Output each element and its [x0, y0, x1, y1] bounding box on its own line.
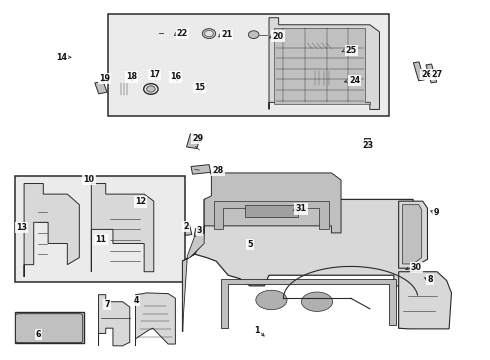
Text: 9: 9 — [434, 208, 439, 217]
Bar — [95, 81, 107, 94]
Polygon shape — [402, 205, 422, 264]
Bar — [414, 62, 424, 81]
Polygon shape — [183, 233, 204, 328]
Text: 21: 21 — [221, 30, 232, 39]
FancyBboxPatch shape — [16, 314, 83, 343]
Polygon shape — [183, 199, 413, 332]
Polygon shape — [24, 184, 79, 277]
Polygon shape — [15, 312, 84, 343]
Text: 1: 1 — [254, 327, 259, 336]
Polygon shape — [214, 201, 329, 229]
Polygon shape — [98, 294, 130, 346]
Text: 4: 4 — [133, 296, 139, 305]
Text: 7: 7 — [104, 300, 110, 309]
Bar — [15, 176, 185, 282]
Text: 2: 2 — [184, 222, 189, 231]
Text: 24: 24 — [349, 76, 360, 85]
Bar — [194, 229, 207, 237]
Bar — [364, 138, 370, 145]
Text: 8: 8 — [427, 275, 433, 284]
Ellipse shape — [196, 83, 203, 86]
Text: 14: 14 — [56, 53, 67, 62]
Bar — [187, 134, 201, 149]
Text: 30: 30 — [411, 263, 422, 272]
Polygon shape — [245, 205, 298, 217]
Bar — [191, 165, 211, 174]
Bar — [155, 29, 172, 36]
Text: 11: 11 — [96, 235, 106, 244]
Text: 26: 26 — [421, 70, 432, 79]
Text: 10: 10 — [83, 175, 95, 184]
Text: 13: 13 — [16, 223, 27, 232]
Polygon shape — [136, 293, 175, 346]
Bar — [108, 14, 389, 117]
Text: 20: 20 — [272, 32, 284, 41]
Bar — [177, 86, 182, 92]
Text: 6: 6 — [36, 330, 41, 339]
Ellipse shape — [205, 30, 213, 37]
Text: 3: 3 — [196, 226, 202, 235]
Text: 18: 18 — [126, 72, 137, 81]
Bar — [306, 37, 345, 55]
Polygon shape — [399, 272, 451, 329]
Polygon shape — [204, 173, 341, 233]
Text: 29: 29 — [192, 134, 203, 143]
Bar — [276, 206, 291, 215]
Bar — [183, 225, 192, 235]
Polygon shape — [221, 279, 396, 328]
Polygon shape — [91, 184, 154, 272]
Ellipse shape — [202, 29, 216, 39]
Text: 5: 5 — [247, 240, 252, 249]
Bar — [312, 71, 341, 85]
Text: 23: 23 — [363, 141, 373, 150]
Ellipse shape — [248, 31, 259, 39]
Bar — [196, 85, 203, 96]
Bar — [426, 64, 437, 83]
Text: 16: 16 — [171, 72, 181, 81]
Ellipse shape — [256, 290, 287, 310]
Ellipse shape — [301, 292, 333, 311]
Text: 12: 12 — [135, 197, 147, 206]
Bar — [16, 223, 23, 236]
Polygon shape — [399, 201, 427, 268]
Text: 15: 15 — [195, 83, 205, 92]
Text: 31: 31 — [295, 204, 306, 213]
Text: 17: 17 — [149, 70, 160, 79]
Ellipse shape — [147, 86, 155, 92]
Text: 19: 19 — [99, 74, 110, 83]
Polygon shape — [269, 18, 379, 109]
Text: 27: 27 — [432, 70, 442, 79]
Bar — [168, 84, 179, 94]
Text: 28: 28 — [212, 166, 223, 175]
Text: 22: 22 — [177, 29, 188, 38]
Text: 25: 25 — [346, 46, 357, 55]
Bar — [121, 83, 131, 95]
Polygon shape — [274, 28, 370, 104]
